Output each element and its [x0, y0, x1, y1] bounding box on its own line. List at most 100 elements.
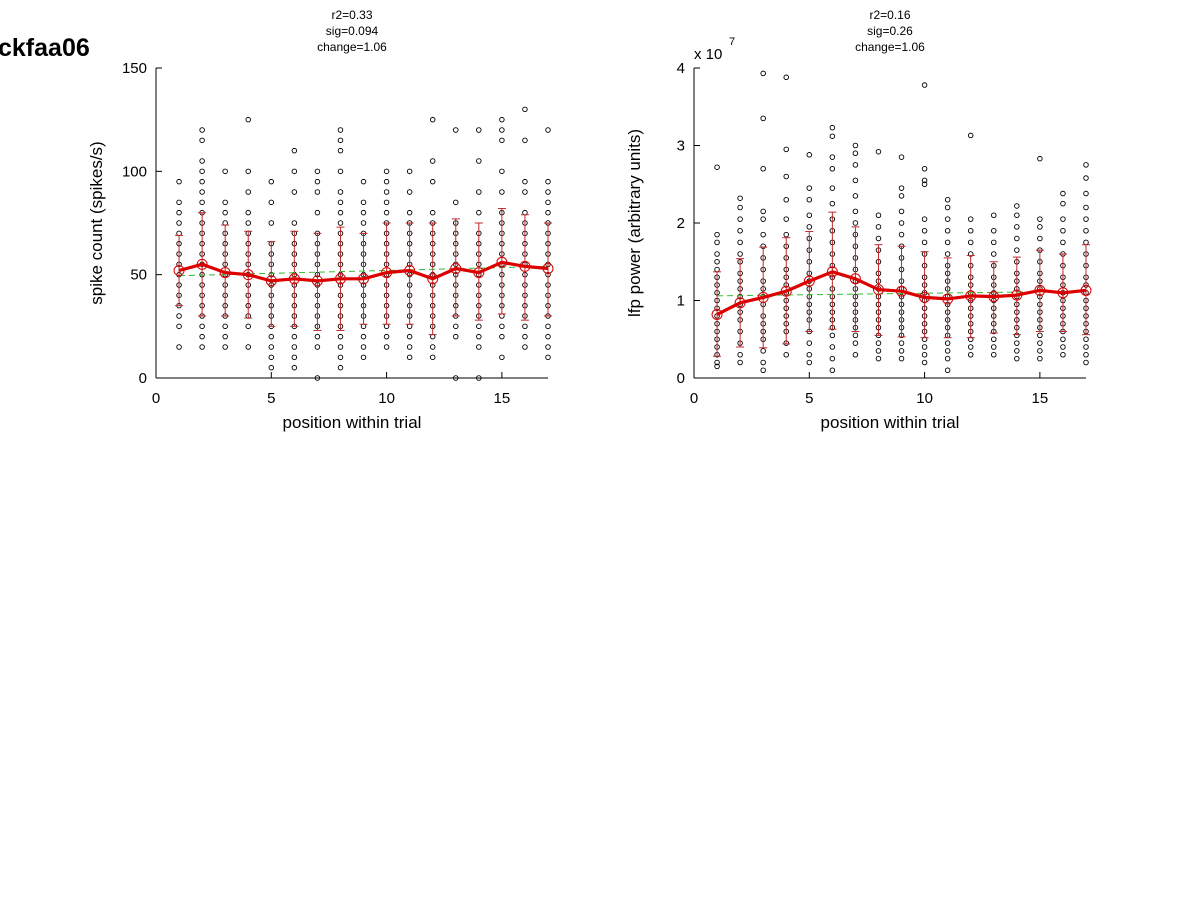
data-point [875, 148, 882, 155]
data-point [522, 137, 528, 144]
data-point [360, 178, 367, 185]
data-point [476, 333, 482, 340]
data-point [714, 259, 720, 265]
stat-line: r2=0.33 [331, 8, 372, 22]
trend-line [717, 290, 1087, 297]
data-point [1037, 224, 1043, 230]
data-point [829, 124, 836, 131]
data-point [476, 375, 482, 381]
data-point [176, 220, 182, 226]
data-point [944, 348, 951, 354]
y-tick-label: 0 [139, 370, 147, 387]
data-point [429, 354, 436, 361]
data-point [1037, 332, 1043, 339]
mean-marker [473, 267, 485, 279]
data-point [406, 168, 413, 175]
data-point [852, 177, 859, 184]
y-tick-label: 150 [122, 60, 147, 77]
data-point [1037, 348, 1043, 354]
data-point [1083, 344, 1089, 350]
data-point [429, 116, 436, 123]
data-point [268, 364, 275, 371]
data-point [337, 168, 344, 175]
mean-marker [711, 308, 723, 320]
data-point [522, 323, 528, 330]
data-point [268, 333, 275, 340]
data-point [714, 266, 720, 273]
data-point [314, 333, 321, 340]
data-point [783, 196, 789, 203]
data-point [921, 239, 928, 246]
data-point [852, 208, 859, 215]
data-point [268, 344, 275, 350]
y-tick-label: 4 [677, 60, 685, 77]
data-point [268, 178, 275, 185]
data-point [453, 127, 459, 133]
mean-marker [896, 285, 908, 297]
data-point [944, 196, 951, 203]
data-point [737, 195, 743, 201]
data-point [1060, 336, 1066, 343]
data-point [545, 189, 551, 195]
data-point [714, 239, 720, 246]
data-point [944, 227, 951, 234]
data-point [783, 173, 789, 180]
data-point [944, 204, 951, 211]
data-point [499, 189, 505, 195]
data-point [806, 212, 813, 218]
data-point [545, 323, 551, 330]
data-point [714, 251, 720, 257]
data-point [829, 355, 836, 362]
data-point [806, 352, 813, 358]
data-point [944, 216, 951, 222]
x-axis-label: position within trial [821, 413, 960, 432]
data-point [737, 352, 743, 358]
mean-marker [780, 285, 792, 297]
data-point [337, 137, 344, 144]
data-point [991, 344, 997, 350]
data-point [406, 344, 413, 350]
data-point [875, 355, 882, 362]
data-point [944, 355, 951, 362]
data-point [1083, 175, 1089, 181]
mean-marker [173, 265, 185, 277]
data-point [852, 162, 859, 168]
data-point [291, 147, 298, 154]
data-point [499, 168, 505, 175]
data-point [991, 251, 997, 257]
data-point [829, 344, 836, 350]
data-point [898, 185, 905, 191]
data-point [967, 216, 974, 222]
data-point [1014, 212, 1020, 218]
data-point [1014, 247, 1020, 253]
data-point [199, 189, 205, 195]
mean-marker [427, 273, 439, 285]
data-point [245, 116, 251, 123]
mean-marker [757, 291, 769, 303]
right-chart: r2=0.16 sig=0.26 change=1.06 0 1 2 3 4 0 5 10 15 pos… [625, 8, 1092, 432]
data-point [737, 239, 743, 246]
y-axis-label: spike count (spikes/s) [87, 141, 106, 304]
data-point [337, 364, 344, 371]
data-point [314, 168, 321, 175]
mean-marker [872, 284, 884, 296]
data-point [760, 208, 766, 215]
mean-marker [734, 297, 746, 309]
data-point [222, 209, 228, 216]
data-point [383, 168, 390, 175]
mean-marker [381, 267, 393, 279]
data-point [383, 209, 390, 216]
data-point [383, 199, 390, 206]
data-point [199, 137, 205, 144]
data-point [967, 344, 974, 350]
data-point [1083, 359, 1089, 366]
data-point [1014, 340, 1020, 346]
y-tick-label: 50 [130, 267, 147, 284]
data-point [360, 209, 367, 216]
data-point [829, 367, 836, 374]
data-point [967, 239, 974, 246]
data-point [453, 199, 459, 206]
mean-marker [1080, 284, 1092, 296]
data-point [806, 340, 813, 346]
data-point [291, 220, 298, 226]
